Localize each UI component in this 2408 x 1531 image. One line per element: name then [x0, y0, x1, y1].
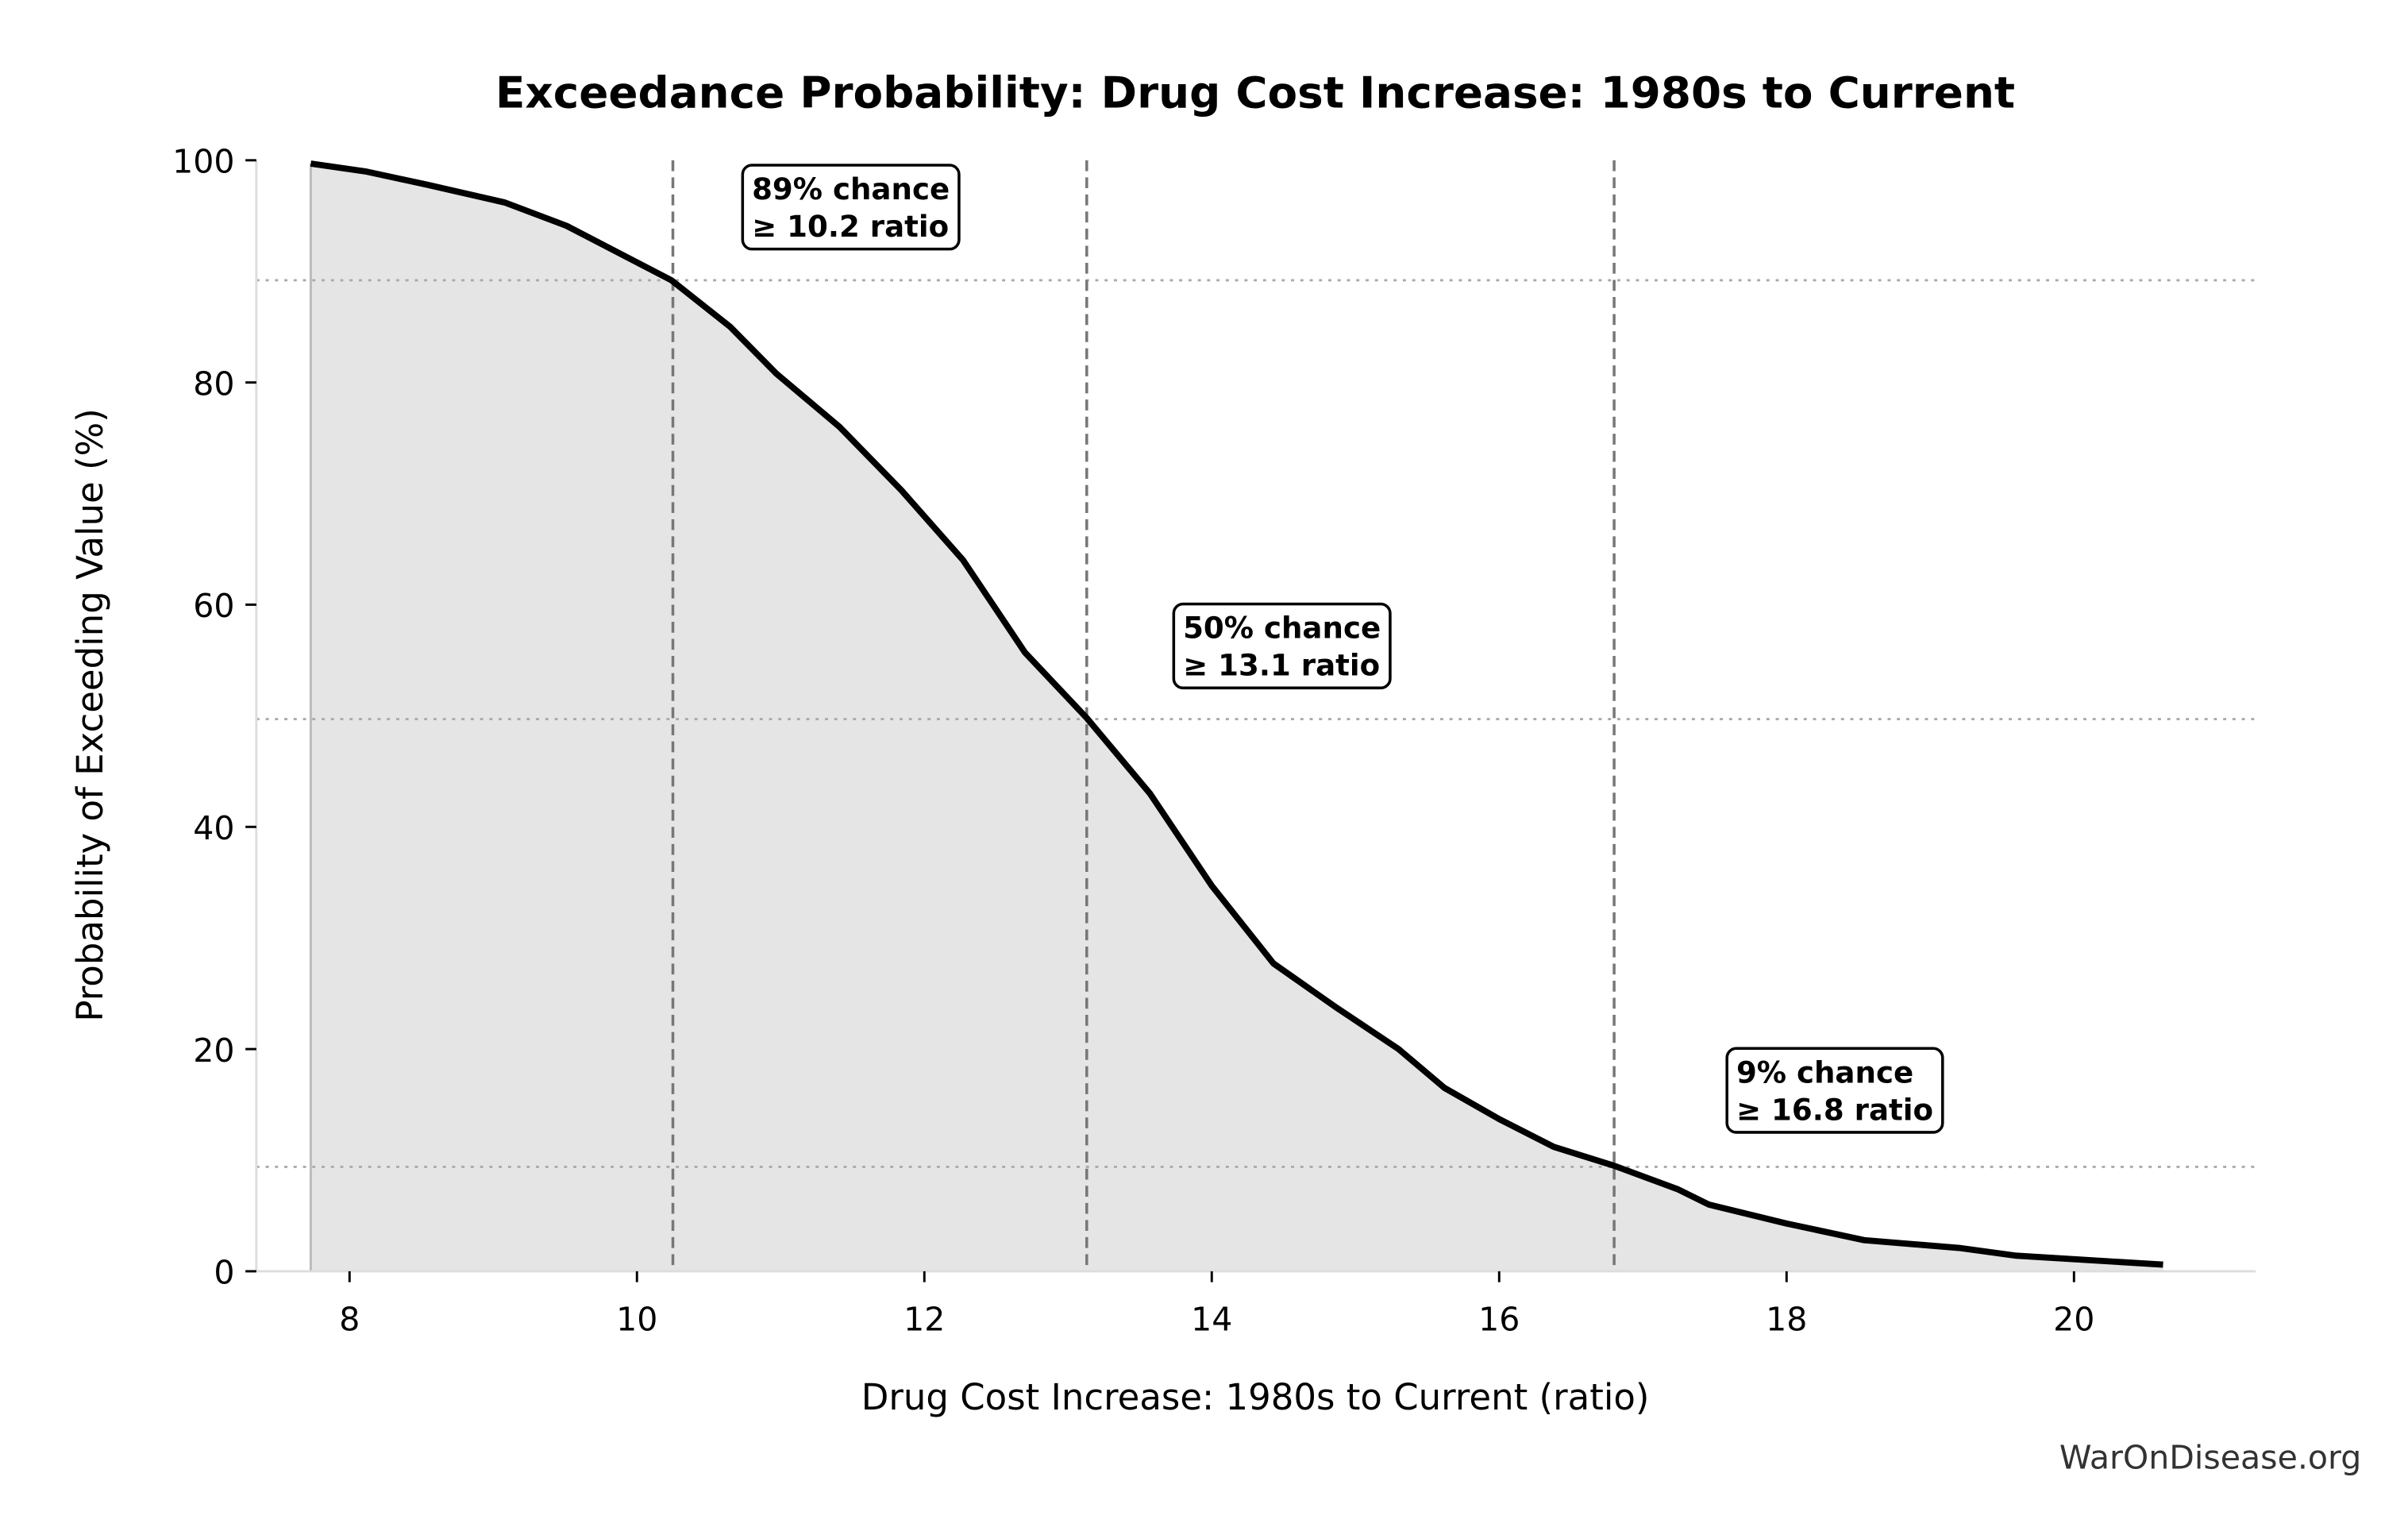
x-tick-label: 18: [1766, 1300, 1807, 1338]
annotation-line2: ≥ 16.8 ratio: [1736, 1092, 1933, 1127]
annotation-line2: ≥ 10.2 ratio: [752, 209, 949, 244]
y-tick-label: 0: [214, 1254, 234, 1292]
y-tick-label: 80: [193, 364, 234, 403]
annotation-box: [741, 164, 961, 251]
chart-title: Exceedance Probability: Drug Cost Increa…: [495, 67, 2015, 118]
x-tick-label: 10: [616, 1300, 657, 1338]
y-tick-label: 60: [193, 587, 234, 625]
x-tick-label: 16: [1478, 1300, 1520, 1338]
y-axis-label: Probability of Exceeding Value (%): [69, 408, 111, 1021]
x-axis-label: Drug Cost Increase: 1980s to Current (ra…: [861, 1376, 1650, 1418]
x-tick-label: 8: [339, 1300, 360, 1338]
annotation-1: 50% chance≥ 13.1 ratio: [1172, 602, 1392, 690]
area-fill: [310, 164, 2163, 1271]
annotation-box: [1725, 1047, 1944, 1134]
annotation-line1: 89% chance: [752, 172, 950, 206]
exceedance-curve: [310, 160, 2163, 1268]
x-tick-label: 14: [1191, 1300, 1232, 1338]
y-tick-label: 40: [193, 809, 234, 847]
annotation-box: [1172, 602, 1392, 690]
annotation-0: 89% chance≥ 10.2 ratio: [741, 164, 961, 251]
x-tick-label: 20: [2053, 1300, 2094, 1338]
watermark: WarOnDisease.org: [2059, 1438, 2361, 1476]
annotation-2: 9% chance≥ 16.8 ratio: [1725, 1047, 1944, 1134]
x-tick-label: 12: [903, 1300, 945, 1338]
annotation-line1: 9% chance: [1736, 1055, 1913, 1089]
annotation-line2: ≥ 13.1 ratio: [1183, 648, 1380, 683]
y-tick-label: 20: [193, 1032, 234, 1070]
annotation-line1: 50% chance: [1183, 611, 1381, 646]
y-tick-label: 100: [172, 142, 234, 180]
